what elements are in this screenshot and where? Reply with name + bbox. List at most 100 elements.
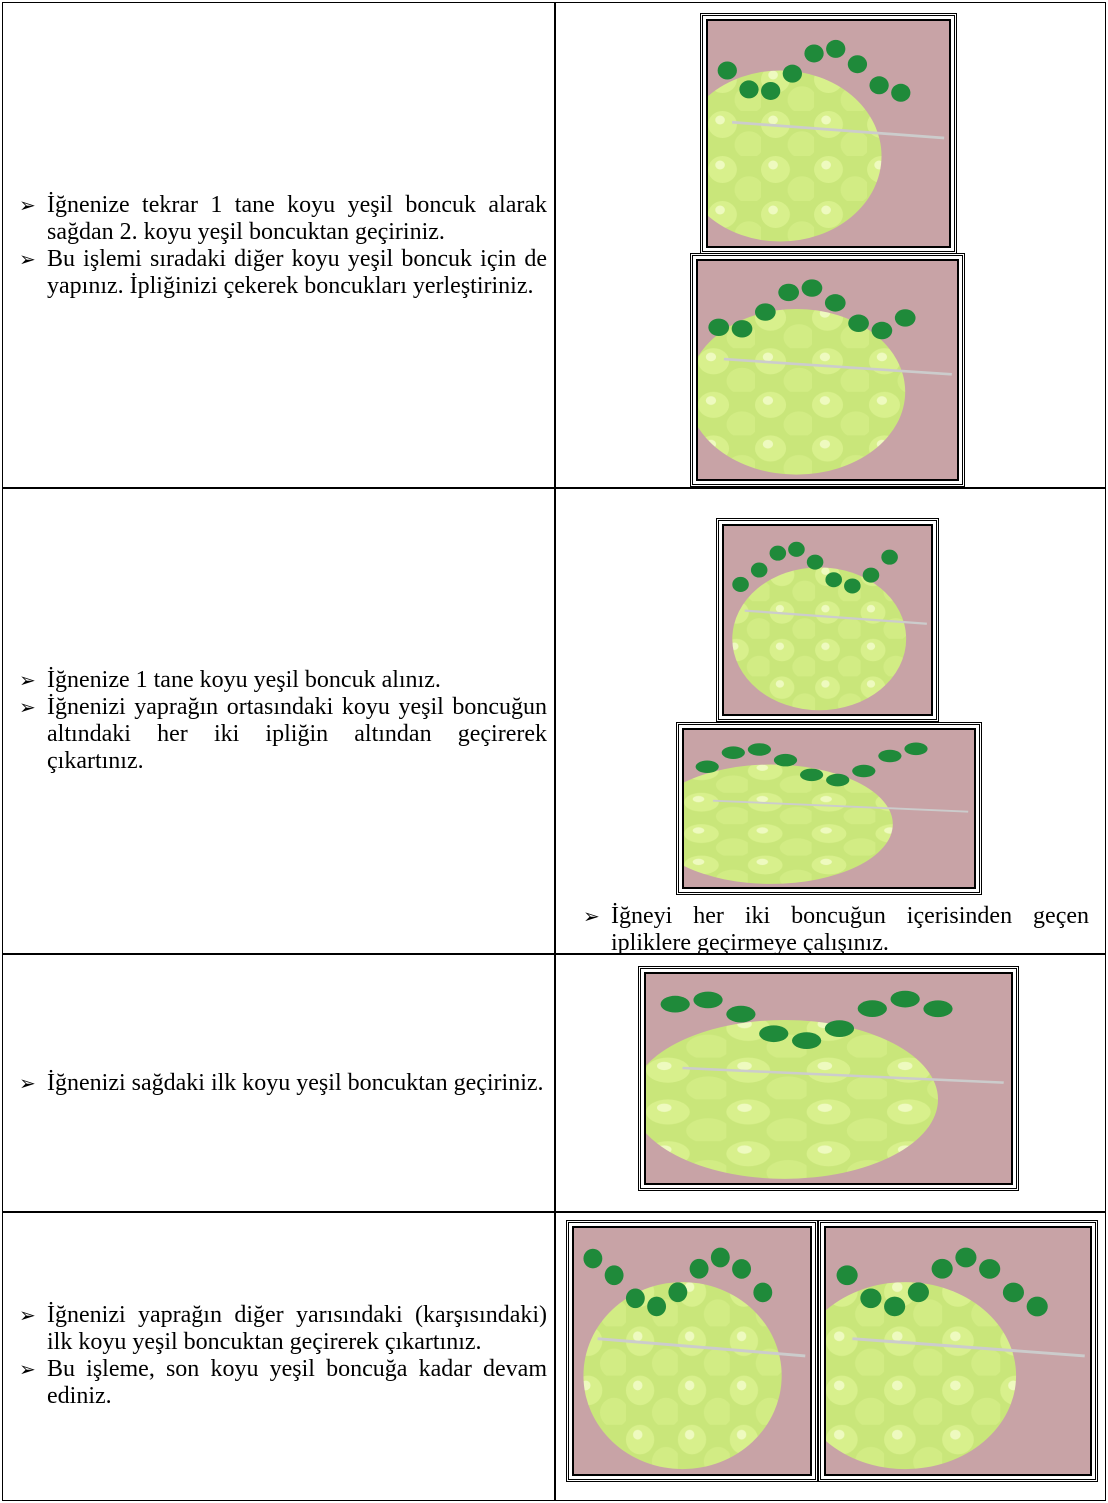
- photo-detail: [825, 572, 842, 588]
- bullet-list: İğnenizi yaprağın diğer yarısındaki (kar…: [3, 1302, 555, 1410]
- photo-detail: [860, 1288, 882, 1309]
- photo-detail: [1002, 1282, 1024, 1303]
- photo-detail: [708, 70, 882, 242]
- photo: [690, 253, 965, 487]
- photo-detail: [890, 990, 920, 1008]
- photo-detail: [695, 760, 719, 774]
- bullet: Bu işleme, son koyu yeşil boncuğa kadar …: [19, 1356, 547, 1410]
- photo-detail: [871, 321, 893, 340]
- photo-detail: [852, 764, 876, 778]
- photo: [676, 722, 982, 895]
- photo-detail: [747, 743, 771, 756]
- photo-image: [696, 259, 959, 481]
- bullet-list: İğnenize tekrar 1 tane koyu yeşil boncuk…: [3, 192, 555, 300]
- photo-detail: [931, 1258, 953, 1279]
- photo-detail: [788, 541, 805, 557]
- photo-detail: [769, 545, 787, 561]
- photo-detail: [844, 578, 861, 594]
- photo-detail: [806, 554, 824, 570]
- photo-detail: [884, 1296, 906, 1317]
- photo-detail: [660, 995, 690, 1013]
- photo-detail: [682, 1066, 1004, 1084]
- photo-detail: [904, 742, 928, 756]
- photo-detail: [800, 768, 824, 782]
- photo-detail: [869, 76, 889, 95]
- photo-detail: [907, 1282, 929, 1303]
- bullet: İğnenize tekrar 1 tane koyu yeşil boncuk…: [19, 192, 547, 246]
- photo-detail: [731, 320, 753, 338]
- photo-detail: [732, 1259, 751, 1279]
- photo-detail: [750, 562, 768, 578]
- photo: [716, 518, 939, 722]
- photo-detail: [782, 64, 802, 83]
- photo-detail: [689, 1258, 709, 1279]
- photo-detail: [710, 1247, 730, 1268]
- photo-detail: [731, 120, 945, 140]
- photo-image: [572, 1226, 812, 1476]
- caption: İğneyi her iki boncuğun içerisinden geçe…: [583, 903, 1089, 957]
- photo-detail: [604, 1265, 624, 1286]
- photo-detail: [848, 314, 869, 333]
- photo-image: [706, 19, 951, 248]
- image-cell: [554, 2, 1106, 489]
- photo-detail: [761, 81, 781, 100]
- photo-detail: [698, 308, 906, 475]
- photo-detail: [773, 753, 798, 767]
- photo-detail: [668, 1282, 688, 1303]
- bullet: İğnenizi yaprağın diğer yarısındaki (kar…: [19, 1302, 547, 1356]
- text-cell: İğnenizi sağdaki ilk koyu yeşil boncukta…: [2, 953, 556, 1213]
- photo-detail: [721, 746, 745, 759]
- photo: [700, 13, 957, 254]
- photo-detail: [693, 991, 723, 1009]
- photo-detail: [862, 567, 880, 583]
- photo-detail: [836, 1265, 858, 1286]
- photo-detail: [826, 39, 846, 58]
- text-cell: İğnenizi yaprağın diğer yarısındaki (kar…: [2, 1211, 556, 1501]
- photo-detail: [955, 1247, 977, 1268]
- image-cell: [554, 1211, 1106, 1501]
- photo-detail: [583, 1248, 603, 1269]
- photo-detail: [804, 44, 824, 63]
- photo-detail: [923, 1000, 953, 1018]
- photo-detail: [1026, 1296, 1048, 1317]
- photo-image: [682, 728, 976, 889]
- photo-detail: [824, 1020, 855, 1037]
- photo-detail: [732, 567, 907, 711]
- text-cell: İğnenize tekrar 1 tane koyu yeşil boncuk…: [2, 2, 556, 489]
- photo-detail: [597, 1337, 806, 1358]
- photo: [818, 1220, 1098, 1482]
- bullet-list: İğnenizi sağdaki ilk koyu yeşil boncukta…: [3, 1070, 555, 1097]
- photo-image: [644, 972, 1013, 1185]
- photo-detail: [708, 318, 730, 337]
- photo-detail: [891, 83, 911, 102]
- photo-detail: [857, 1000, 887, 1017]
- photo-detail: [826, 773, 850, 787]
- photo-detail: [979, 1259, 1001, 1279]
- photo-detail: [732, 576, 749, 592]
- photo-detail: [847, 55, 868, 74]
- photo-detail: [801, 279, 823, 297]
- bullet-list: İğnenize 1 tane koyu yeşil boncuk alınız…: [3, 667, 555, 775]
- photo-detail: [646, 1020, 938, 1179]
- photo-detail: [792, 1032, 822, 1050]
- photo-detail: [778, 283, 800, 302]
- photo-detail: [753, 1282, 773, 1303]
- photo-detail: [826, 1282, 1017, 1470]
- photo-detail: [754, 303, 776, 321]
- photo-detail: [894, 309, 916, 327]
- photo-detail: [717, 61, 737, 80]
- photo-detail: [881, 549, 898, 565]
- bullet: İğnenizi yaprağın ortasındaki koyu yeşil…: [19, 694, 547, 775]
- photo-detail: [852, 1337, 1085, 1358]
- photo-detail: [759, 1025, 789, 1043]
- photo-detail: [878, 749, 902, 763]
- photo-detail: [824, 294, 846, 312]
- bullet: İğnenize 1 tane koyu yeşil boncuk alınız…: [19, 667, 547, 694]
- bullet: Bu işlemi sıradaki diğer koyu yeşil bonc…: [19, 246, 547, 300]
- photo-detail: [726, 1005, 756, 1023]
- photo-detail: [647, 1296, 667, 1317]
- photo-detail: [583, 1282, 782, 1470]
- photo-detail: [744, 609, 927, 625]
- photo-detail: [625, 1288, 645, 1309]
